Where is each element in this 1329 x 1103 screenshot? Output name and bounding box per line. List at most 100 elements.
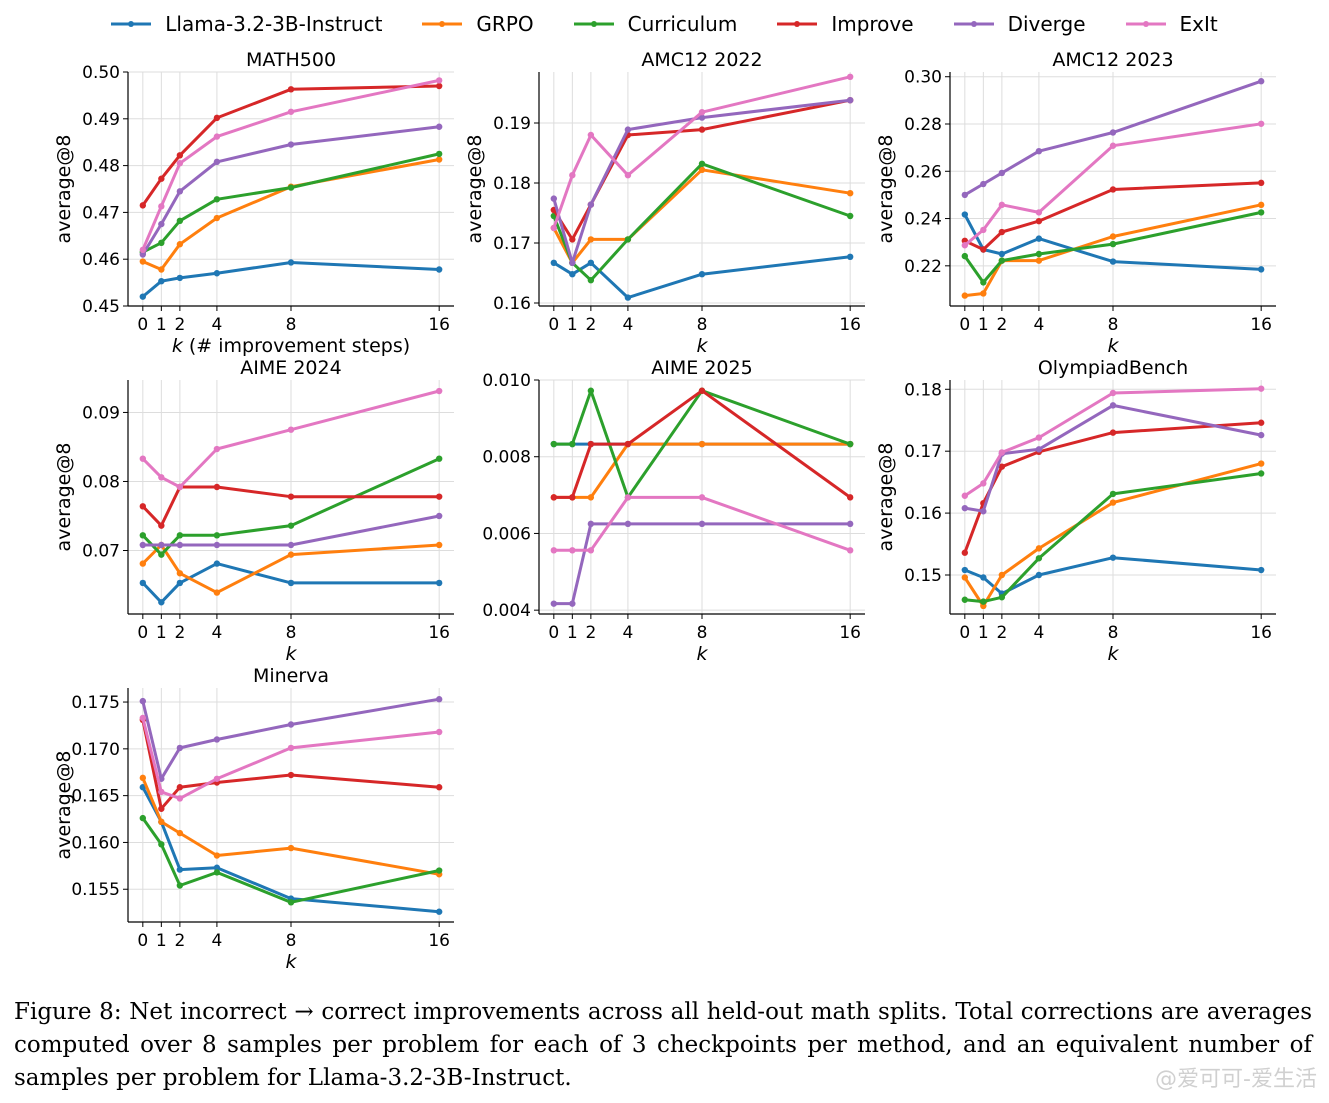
data-point bbox=[980, 598, 987, 605]
legend: Llama-3.2-3B-Instruct GRPO Curriculum Impro… bbox=[0, 6, 1329, 42]
data-point bbox=[624, 494, 632, 501]
data-point bbox=[1109, 429, 1117, 436]
legend-label: ExIt bbox=[1179, 12, 1218, 36]
legend-label: Llama-3.2-3B-Instruct bbox=[165, 12, 383, 36]
x-tick-label: 16 bbox=[428, 315, 450, 335]
data-point bbox=[1257, 179, 1265, 187]
data-point bbox=[1257, 120, 1265, 127]
data-point bbox=[587, 547, 595, 554]
chart-title: AMC12 2023 bbox=[1052, 49, 1173, 71]
data-point bbox=[213, 864, 221, 871]
data-point bbox=[176, 241, 184, 248]
data-point bbox=[961, 504, 969, 512]
data-point bbox=[435, 696, 443, 703]
y-tick-label: 0.22 bbox=[904, 257, 942, 277]
data-point bbox=[624, 294, 632, 301]
legend-swatch bbox=[422, 21, 463, 27]
data-point bbox=[213, 869, 221, 876]
x-axis-label: k bbox=[285, 951, 297, 973]
chart-title: AIME 2025 bbox=[651, 357, 752, 379]
y-tick-label: 0.48 bbox=[82, 157, 120, 177]
x-tick-label: 0 bbox=[137, 623, 148, 643]
data-point bbox=[846, 253, 854, 260]
x-axis-label: k bbox=[1107, 643, 1119, 665]
y-axis-label: average@8 bbox=[875, 135, 897, 244]
x-tick-label: 2 bbox=[585, 315, 596, 335]
x-tick-label: 4 bbox=[1033, 623, 1044, 643]
data-point bbox=[287, 844, 295, 852]
data-point bbox=[698, 109, 706, 116]
x-tick-label: 8 bbox=[1108, 623, 1119, 643]
x-axis-label: k (# improvement steps) bbox=[172, 335, 410, 357]
series-line bbox=[141, 84, 441, 207]
data-point bbox=[998, 571, 1006, 579]
data-point bbox=[287, 721, 295, 728]
data-point bbox=[569, 547, 576, 554]
data-point bbox=[139, 774, 147, 782]
data-point bbox=[1109, 499, 1117, 506]
data-point bbox=[1257, 209, 1265, 216]
series-line bbox=[552, 98, 852, 265]
data-point bbox=[213, 541, 221, 549]
data-point bbox=[587, 520, 595, 528]
data-point bbox=[213, 483, 221, 491]
y-tick-label: 0.49 bbox=[82, 110, 120, 130]
y-tick-label: 0.17 bbox=[493, 234, 531, 254]
data-point bbox=[624, 236, 632, 243]
data-point bbox=[1257, 470, 1265, 477]
data-point bbox=[213, 560, 221, 567]
data-point bbox=[176, 188, 184, 195]
legend-swatch bbox=[777, 21, 818, 27]
data-point bbox=[1035, 434, 1043, 441]
chart-title: Minerva bbox=[253, 665, 329, 687]
data-point bbox=[698, 126, 706, 133]
data-point bbox=[1257, 460, 1265, 467]
x-tick-label: 8 bbox=[1108, 315, 1119, 335]
y-tick-label: 0.08 bbox=[82, 472, 120, 492]
data-point bbox=[587, 259, 595, 266]
data-point bbox=[1109, 129, 1117, 136]
x-tick-label: 4 bbox=[211, 315, 222, 335]
y-axis-label: average@8 bbox=[53, 443, 75, 552]
figure-caption: Figure 8: Net incorrect → correct improv… bbox=[14, 999, 1312, 1091]
data-point bbox=[139, 251, 147, 258]
data-point bbox=[176, 160, 184, 167]
legend-label: GRPO bbox=[476, 12, 534, 36]
series-line bbox=[141, 716, 441, 800]
y-tick-label: 0.170 bbox=[71, 740, 120, 760]
watermark: @爱可可-爱生活 bbox=[1155, 1067, 1317, 1092]
data-point bbox=[158, 239, 165, 247]
x-axis-label: k bbox=[1107, 335, 1119, 357]
x-axis-label: k bbox=[696, 643, 708, 665]
data-point bbox=[213, 445, 221, 453]
x-tick-label: 1 bbox=[567, 315, 578, 335]
series-line bbox=[963, 210, 1263, 284]
y-tick-label: 0.16 bbox=[493, 294, 531, 314]
series-line bbox=[141, 125, 441, 256]
data-point bbox=[846, 212, 854, 220]
data-point bbox=[176, 532, 184, 539]
x-tick-label: 8 bbox=[286, 931, 297, 951]
data-point bbox=[158, 474, 165, 481]
data-point bbox=[980, 226, 987, 234]
data-point bbox=[846, 73, 854, 81]
series-line bbox=[963, 387, 1263, 498]
data-point bbox=[1035, 257, 1043, 264]
series-line bbox=[141, 152, 441, 254]
data-point bbox=[1109, 490, 1117, 498]
x-tick-label: 2 bbox=[174, 315, 185, 335]
data-point bbox=[550, 259, 558, 266]
data-point bbox=[980, 279, 987, 286]
data-point bbox=[846, 440, 854, 448]
y-tick-label: 0.175 bbox=[71, 693, 120, 713]
data-point bbox=[998, 169, 1006, 177]
series-line bbox=[963, 122, 1263, 247]
data-point bbox=[287, 141, 295, 148]
legend-item: Curriculum bbox=[573, 12, 737, 36]
data-point bbox=[550, 600, 558, 607]
data-point bbox=[158, 203, 165, 210]
data-point bbox=[176, 866, 184, 873]
y-tick-label: 0.004 bbox=[482, 601, 531, 621]
series-line bbox=[963, 556, 1263, 596]
legend-item: Llama-3.2-3B-Instruct bbox=[111, 12, 382, 36]
